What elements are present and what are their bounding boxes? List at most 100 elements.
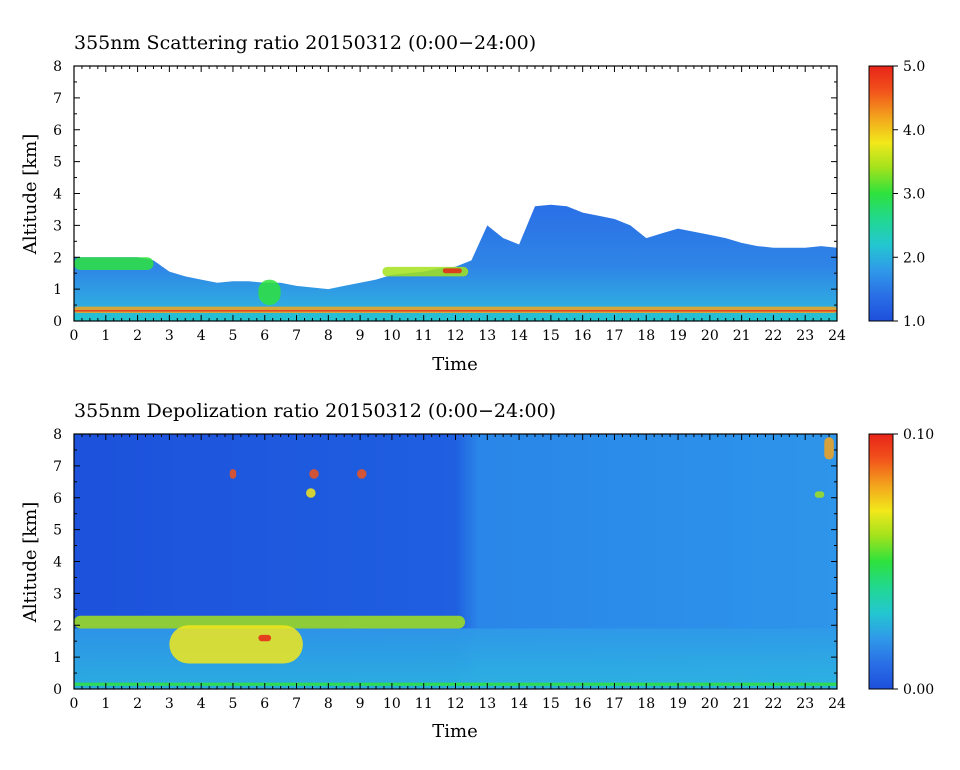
depolarization-feature: [306, 488, 316, 498]
x-tick-label: 13: [478, 696, 496, 712]
x-tick-label: 6: [260, 328, 269, 344]
x-tick-label: 15: [542, 328, 560, 344]
scattering-feature: [258, 279, 281, 306]
x-tick-label: 5: [228, 328, 237, 344]
y-tick-label: 6: [53, 123, 62, 139]
y-tick-label: 8: [53, 59, 62, 75]
depolarization-feature: [74, 615, 466, 629]
y-tick-label: 4: [53, 187, 62, 203]
y-tick-label: 5: [53, 523, 62, 539]
colorbar-label: 5.0: [903, 59, 925, 75]
x-tick-label: 22: [765, 696, 783, 712]
y-tick-label: 2: [53, 618, 62, 634]
x-tick-label: 21: [733, 328, 751, 344]
x-tick-label: 22: [765, 328, 783, 344]
x-tick-label: 21: [733, 696, 751, 712]
x-tick-label: 24: [828, 696, 846, 712]
x-tick-label: 12: [447, 696, 465, 712]
depolarization-colorbar: [868, 433, 894, 690]
colorbar-label: 4.0: [903, 123, 925, 139]
x-tick-label: 9: [356, 696, 365, 712]
x-tick-label: 20: [701, 696, 719, 712]
x-tick-label: 16: [574, 328, 592, 344]
depolarization-feature: [258, 634, 272, 642]
scattering-ratio-heatmap: [74, 204, 837, 321]
x-tick-label: 8: [324, 696, 333, 712]
depolarization-ratio-panel: 355nm Depolization ratio 20150312 (0:00−…: [20, 400, 934, 742]
x-tick-label: 11: [415, 696, 433, 712]
x-tick-label: 12: [447, 328, 465, 344]
x-tick-label: 14: [510, 696, 528, 712]
x-tick-label: 18: [637, 328, 655, 344]
x-tick-label: 2: [133, 696, 142, 712]
y-tick-label: 3: [53, 586, 62, 602]
x-tick-label: 4: [197, 696, 206, 712]
y-tick-label: 5: [53, 155, 62, 171]
y-tick-label: 4: [53, 555, 62, 571]
depolarization-y-axis-label: Altitude [km]: [20, 502, 41, 624]
depolarization-ratio-title: 355nm Depolization ratio 20150312 (0:00−…: [74, 400, 556, 422]
scattering-feature: [74, 306, 837, 314]
x-tick-label: 1: [101, 328, 110, 344]
x-tick-label: 17: [606, 328, 624, 344]
scattering-x-axis: 0 1 2 3 4 5 6 7 8 9 10 11 12 13 14 15 16 17 18 19 20 21 22 23 24: [70, 66, 846, 344]
x-tick-label: 0: [70, 696, 79, 712]
x-tick-label: 1: [101, 696, 110, 712]
depolarization-feature: [229, 469, 237, 479]
colorbar-label: 0.10: [903, 427, 934, 443]
x-tick-label: 6: [260, 696, 269, 712]
scattering-ratio-panel: 355nm Scattering ratio 20150312 (0:00−24…: [20, 32, 925, 375]
y-tick-label: 1: [53, 650, 62, 666]
x-tick-label: 13: [478, 328, 496, 344]
depolarization-feature: [309, 469, 319, 479]
depolarization-y-axis: 0 1 2 3 4 5 6 7 8: [53, 427, 837, 698]
depolarization-colorbar-ticks: 0.00 0.10: [893, 427, 934, 698]
depolarization-feature: [814, 491, 825, 498]
x-tick-label: 18: [637, 696, 655, 712]
x-tick-label: 11: [415, 328, 433, 344]
x-tick-label: 7: [292, 696, 301, 712]
scattering-signal-region: [74, 204, 837, 321]
y-tick-label: 3: [53, 218, 62, 234]
scattering-colorbar: [868, 65, 894, 322]
depolarization-ratio-heatmap: [74, 434, 837, 689]
y-tick-label: 1: [53, 282, 62, 298]
x-tick-label: 5: [228, 696, 237, 712]
x-tick-label: 3: [165, 696, 174, 712]
x-tick-label: 7: [292, 328, 301, 344]
depolarization-feature: [169, 625, 303, 664]
x-tick-label: 20: [701, 328, 719, 344]
x-tick-label: 4: [197, 328, 206, 344]
scattering-y-axis-label: Altitude [km]: [20, 134, 41, 256]
x-tick-label: 10: [383, 696, 401, 712]
x-tick-label: 19: [669, 696, 687, 712]
x-tick-label: 23: [796, 328, 814, 344]
x-tick-label: 2: [133, 328, 142, 344]
scattering-ratio-title: 355nm Scattering ratio 20150312 (0:00−24…: [74, 32, 536, 54]
x-tick-label: 24: [828, 328, 846, 344]
x-tick-label: 0: [70, 328, 79, 344]
y-tick-label: 6: [53, 491, 62, 507]
y-tick-label: 7: [53, 459, 62, 475]
x-tick-label: 9: [356, 328, 365, 344]
y-tick-label: 0: [53, 314, 62, 330]
x-tick-label: 16: [574, 696, 592, 712]
depolarization-feature: [356, 469, 367, 479]
x-tick-label: 14: [510, 328, 528, 344]
x-tick-label: 10: [383, 328, 401, 344]
colorbar-label: 3.0: [903, 187, 925, 203]
y-tick-label: 2: [53, 250, 62, 266]
scattering-feature: [74, 257, 154, 270]
y-tick-label: 8: [53, 427, 62, 443]
x-tick-label: 23: [796, 696, 814, 712]
scattering-x-axis-label: Time: [432, 354, 477, 375]
x-tick-label: 19: [669, 328, 687, 344]
scattering-y-axis: 0 1 2 3 4 5 6 7 8: [53, 59, 837, 330]
depolarization-feature: [824, 437, 834, 460]
scattering-feature: [442, 268, 462, 274]
colorbar-label: 1.0: [903, 314, 925, 330]
x-tick-label: 3: [165, 328, 174, 344]
x-tick-label: 15: [542, 696, 560, 712]
colorbar-label: 0.00: [903, 682, 934, 698]
depolarization-x-axis-label: Time: [432, 721, 477, 742]
